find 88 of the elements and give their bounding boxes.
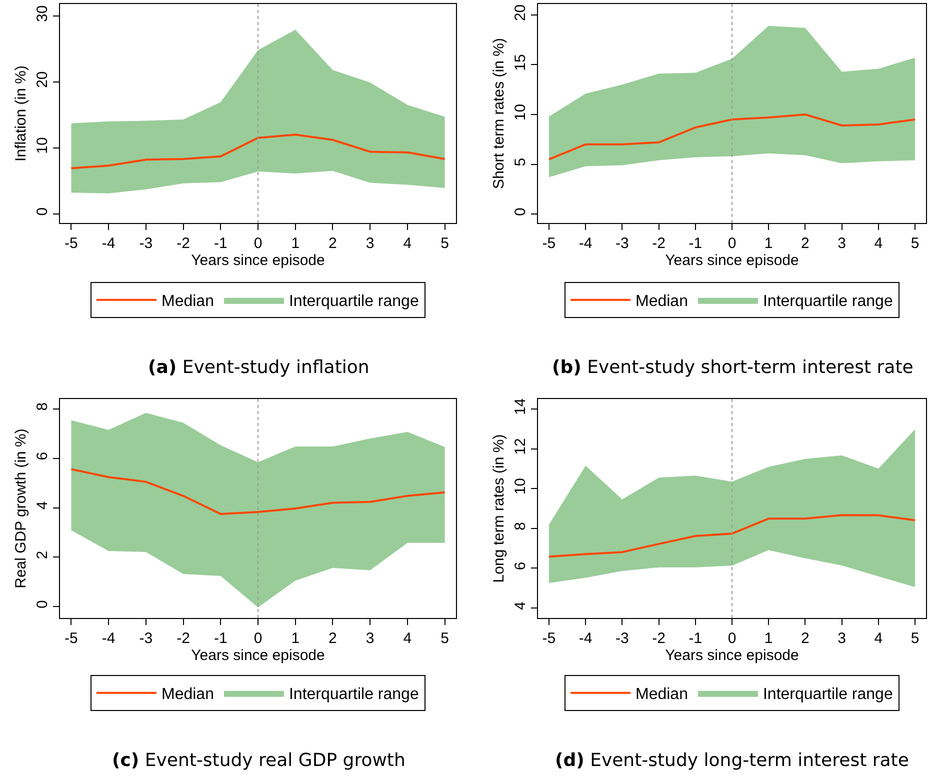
x-tick-label: 4: [874, 630, 883, 647]
x-tick-label: 3: [838, 235, 846, 252]
x-tick-label: -3: [616, 235, 629, 252]
y-tick-label: 0: [34, 207, 51, 216]
x-tick-label: 4: [403, 630, 412, 647]
x-tick-label: -3: [139, 630, 153, 647]
x-tick-label: 3: [366, 235, 374, 252]
x-axis-title: Years since episode: [191, 252, 325, 269]
legend-label: Interquartile range: [288, 293, 419, 310]
legend-label: Interquartile range: [288, 686, 419, 704]
text: (b) Event-study short-term interest rate: [552, 357, 914, 378]
x-tick-label: -4: [102, 235, 116, 252]
y-axis-title: Short term rates (in %): [490, 38, 508, 189]
x-tick-label: -2: [652, 630, 666, 647]
x-tick-label: -5: [64, 630, 78, 647]
y-tick-label: 8: [512, 522, 529, 530]
x-tick-label: -4: [578, 235, 592, 252]
x-tick-label: 5: [910, 630, 920, 647]
x-tick-label: 0: [254, 235, 262, 252]
y-tick-label: 10: [512, 478, 529, 495]
x-axis-title: Years since episode: [665, 647, 799, 664]
y-tick-label: 10: [512, 104, 529, 121]
text: (c) Event-study real GDP growth: [112, 750, 406, 771]
y-tick-label: 10: [34, 137, 51, 154]
x-tick-label: -5: [542, 630, 556, 647]
y-axis-title: Long term rates (in %): [490, 434, 508, 583]
x-tick-label: 2: [801, 235, 810, 252]
y-tick-label: 20: [34, 71, 51, 88]
x-tick-label: -2: [652, 235, 666, 252]
y-tick-label: 6: [512, 562, 529, 570]
text: (d) Event-study long-term interest rate: [555, 750, 909, 771]
x-tick-label: -3: [139, 235, 153, 252]
legend-label: Median: [162, 686, 214, 704]
legend-label: Interquartile range: [762, 686, 893, 704]
x-tick-label: 2: [801, 630, 810, 647]
x-tick-label: -1: [214, 630, 228, 647]
y-tick-label: 4: [512, 602, 529, 610]
x-tick-label: 1: [764, 235, 773, 252]
y-tick-label: 8: [34, 402, 51, 411]
x-tick-label: 2: [328, 630, 337, 647]
y-tick-label: 20: [512, 4, 529, 22]
x-tick-label: 0: [728, 235, 736, 252]
y-tick-label: 4: [34, 501, 51, 510]
x-tick-label: 3: [366, 630, 374, 647]
x-tick-label: -4: [578, 630, 592, 647]
y-tick-label: 12: [512, 438, 529, 455]
x-tick-label: 5: [440, 630, 449, 647]
x-tick-label: 1: [291, 630, 300, 647]
line-series: [548, 514, 916, 558]
line-series: [70, 468, 446, 515]
legend-label: Median: [636, 686, 688, 704]
legend-label: Interquartile range: [762, 293, 893, 310]
x-tick-label: -4: [102, 630, 116, 647]
x-tick-label: 4: [403, 235, 412, 252]
x-tick-label: -1: [688, 630, 702, 647]
x-axis-title: Years since episode: [665, 252, 799, 269]
legend-label: Median: [162, 293, 214, 310]
y-axis-title: Real GDP growth (in %): [12, 428, 30, 588]
x-tick-label: 1: [764, 630, 773, 647]
x-tick-label: -5: [542, 235, 556, 252]
x-tick-label: -5: [64, 235, 78, 252]
x-tick-label: 4: [874, 235, 883, 252]
x-tick-label: 5: [440, 235, 449, 252]
y-axis-title: Inflation (in %): [12, 66, 30, 162]
line-series: [548, 114, 916, 160]
x-tick-label: 5: [910, 235, 920, 252]
y-tick-label: 2: [34, 550, 51, 560]
text: (a) Event-study inflation: [148, 357, 370, 378]
line-series: [70, 134, 446, 170]
x-tick-label: -1: [688, 235, 702, 252]
x-tick-label: 1: [291, 235, 300, 252]
x-tick-label: -2: [176, 630, 190, 647]
x-tick-label: 3: [838, 630, 846, 647]
y-tick-label: 14: [512, 398, 529, 416]
y-tick-label: 5: [512, 158, 529, 166]
y-tick-label: 15: [512, 54, 529, 71]
y-tick-label: 6: [34, 452, 51, 460]
x-tick-label: 0: [728, 630, 736, 647]
y-tick-label: 30: [34, 5, 51, 22]
x-axis-title: Years since episode: [191, 647, 325, 664]
x-tick-label: -3: [616, 630, 629, 647]
x-tick-label: 0: [254, 630, 262, 647]
y-tick-label: 0: [512, 208, 529, 216]
x-tick-label: 2: [328, 235, 337, 252]
x-tick-label: -1: [214, 235, 228, 252]
y-tick-label: 0: [34, 600, 51, 609]
x-tick-label: -2: [176, 235, 190, 252]
legend-label: Median: [636, 293, 688, 310]
